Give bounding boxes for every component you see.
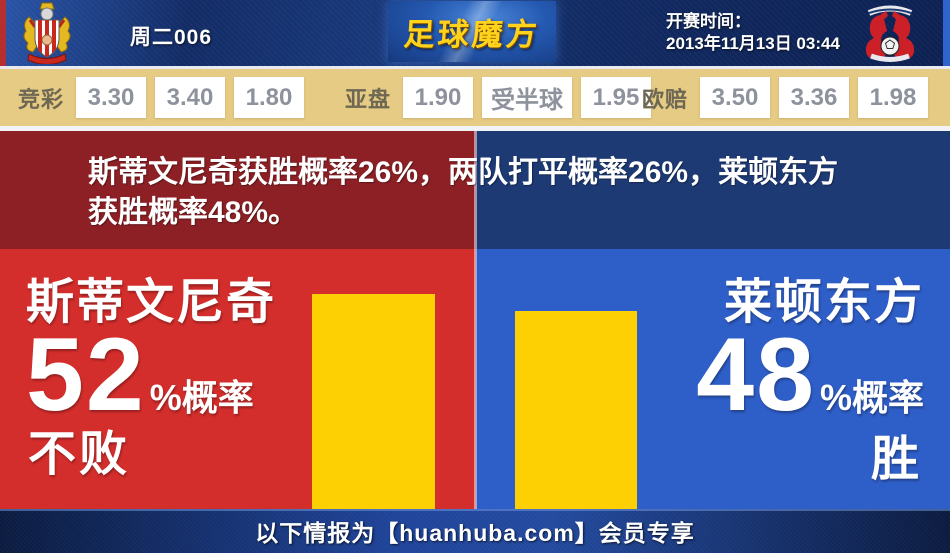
home-team-name: 斯蒂文尼奇 <box>26 276 277 329</box>
kickoff-time-block: 开赛时间： 2013年11月13日 03:44 <box>666 11 840 55</box>
summary-line-2: 获胜概率48%。 <box>88 196 299 229</box>
odds-value-box: 1.90 <box>403 77 474 118</box>
odds-value-box: 3.36 <box>779 77 849 118</box>
away-team-name: 莱顿东方 <box>723 276 924 329</box>
away-outcome-label: 胜 <box>870 433 922 486</box>
footer-banner: 以下情报为【huanhuba.com】会员专享 <box>0 509 950 553</box>
odds-value-box: 3.40 <box>155 77 226 118</box>
panel-divider <box>474 131 477 509</box>
summary-line-1: 斯蒂文尼奇获胜概率26%，两队打平概率26%，莱顿东方 <box>88 156 839 189</box>
odds-group-oupei: 欧赔 3.50 3.36 1.98 <box>642 69 928 126</box>
away-probability-bar <box>515 311 637 509</box>
home-outcome-label: 不败 <box>28 428 131 481</box>
odds-handicap-box: 受半球 <box>482 77 573 118</box>
prediction-summary: 斯蒂文尼奇获胜概率26%，两队打平概率26%，莱顿东方 获胜概率48%。 <box>88 153 898 233</box>
away-dark-band <box>476 131 950 249</box>
odds-value-box: 1.98 <box>858 77 928 118</box>
away-probability: 48 %概率 <box>696 317 924 433</box>
odds-group-jingcai: 竞彩 3.30 3.40 1.80 <box>18 69 305 126</box>
away-team-crest-icon <box>865 5 915 62</box>
header-bar: 周二006 足球魔方 开赛时间： 2013年11月13日 03:44 <box>0 0 950 66</box>
odds-group-yapan: 亚盘 1.90 受半球 1.95 <box>345 69 652 126</box>
home-team-crest-icon <box>23 2 71 64</box>
odds-value-box: 1.80 <box>234 77 305 118</box>
site-logo: 足球魔方 <box>388 1 556 62</box>
away-probability-suffix: %概率 <box>819 377 924 418</box>
header-separator <box>0 66 950 69</box>
probability-panels: 斯蒂文尼奇获胜概率26%，两队打平概率26%，莱顿东方 获胜概率48%。 斯蒂文… <box>0 131 950 509</box>
odds-label-oupei: 欧赔 <box>641 86 688 112</box>
odds-value-box: 3.30 <box>76 77 147 118</box>
home-probability-suffix: %概率 <box>149 377 254 418</box>
away-probability-value: 48 <box>696 317 816 433</box>
odds-label-yapan: 亚盘 <box>345 86 392 112</box>
header-left-red-stripe <box>0 0 6 66</box>
odds-bar: 竞彩 3.30 3.40 1.80 亚盘 1.90 受半球 1.95 欧赔 3.… <box>0 69 950 126</box>
site-logo-text: 足球魔方 <box>402 17 542 52</box>
home-dark-band <box>0 131 476 249</box>
odds-value-box: 1.95 <box>581 77 652 118</box>
home-probability-value: 52 <box>26 317 146 433</box>
kickoff-time: 2013年11月13日 03:44 <box>666 34 840 53</box>
odds-value-box: 3.50 <box>700 77 770 118</box>
odds-label-jingcai: 竞彩 <box>18 86 65 112</box>
match-number-label: 周二006 <box>130 26 213 49</box>
footer-text: 以下情报为【huanhuba.com】会员专享 <box>255 520 695 546</box>
home-probability: 52 %概率 <box>26 317 254 433</box>
kickoff-label: 开赛时间： <box>666 12 751 31</box>
odds-separator <box>0 126 950 131</box>
header-right-blue-stripe <box>943 0 950 66</box>
home-probability-bar <box>312 294 435 509</box>
